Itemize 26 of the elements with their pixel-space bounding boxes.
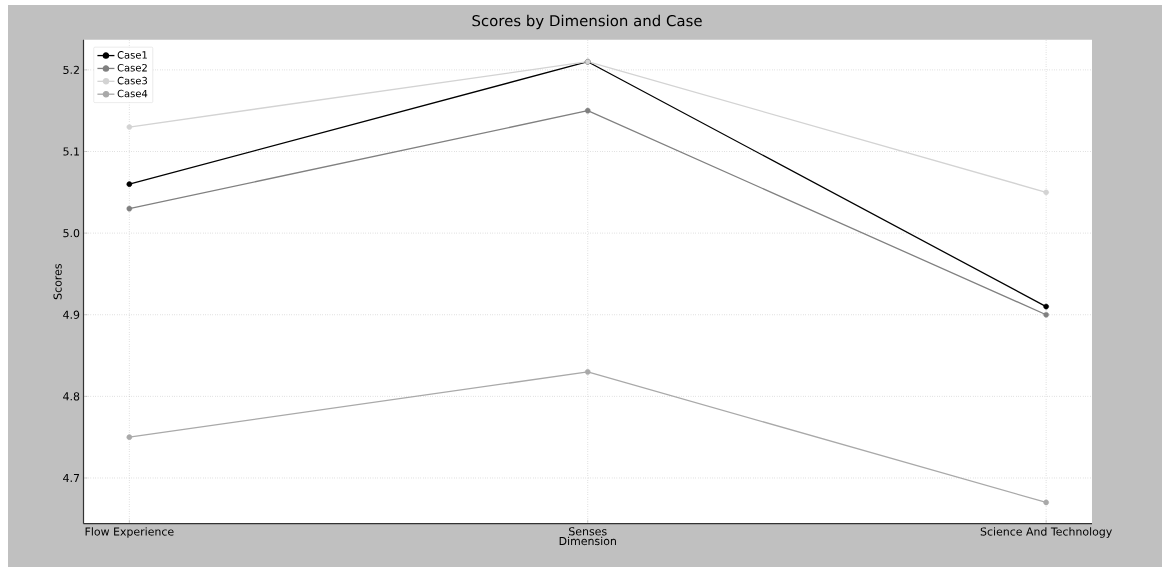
point: [1043, 311, 1049, 318]
chart-title: Scores by Dimension and Case: [472, 14, 702, 30]
y-tick-label: 4.8: [63, 392, 80, 401]
legend-label: Case4: [117, 89, 148, 98]
point: [1043, 189, 1049, 196]
point: [1043, 499, 1049, 506]
legend-label: Case3: [117, 76, 147, 85]
y-tick-label: 5.1: [63, 147, 79, 156]
y-tick-label: 5.2: [63, 65, 79, 75]
point: [126, 181, 133, 187]
point: [584, 107, 591, 114]
y-tick-label: 5.0: [63, 228, 80, 238]
x-tick-label: Science And Technology: [980, 527, 1112, 538]
point: [126, 124, 133, 130]
x-tick-label: Flow Experience: [85, 527, 174, 538]
point: [126, 205, 133, 212]
y-tick-label: 4.9: [63, 310, 80, 319]
y-axis-title: Scores: [53, 264, 62, 300]
y-tick-label: 4.7: [63, 473, 80, 482]
x-tick-label: Senses: [569, 527, 607, 536]
point: [126, 434, 133, 440]
legend-label: Case1: [117, 51, 147, 59]
point: [584, 369, 591, 375]
legend-label: Case2: [117, 63, 147, 72]
x-axis-title: Dimension: [559, 536, 616, 546]
point: [1043, 303, 1049, 310]
